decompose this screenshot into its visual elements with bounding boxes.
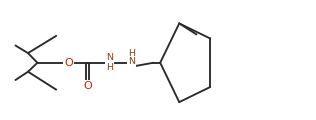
Text: O: O [64,58,73,68]
Text: H: H [128,49,135,58]
Text: N: N [128,57,135,66]
Text: N
H: N H [106,53,113,72]
Text: O: O [83,81,92,91]
